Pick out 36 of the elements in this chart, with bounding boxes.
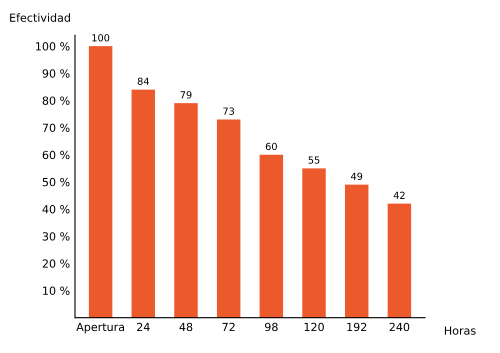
y-tick-label: 100 % bbox=[36, 42, 70, 51]
bar bbox=[174, 103, 198, 318]
data-label: 73 bbox=[223, 107, 234, 115]
y-tick-label: 10 % bbox=[43, 286, 70, 295]
x-tick-label: 98 bbox=[264, 322, 278, 332]
data-label: 42 bbox=[394, 192, 405, 199]
x-tick-label: 192 bbox=[347, 322, 366, 332]
data-label: 84 bbox=[138, 78, 149, 85]
y-tick-label: 90 % bbox=[42, 69, 70, 78]
y-tick-label: 80 % bbox=[42, 96, 70, 105]
x-axis-title: Horas bbox=[444, 326, 476, 335]
y-axis-title: Efectividad bbox=[10, 13, 70, 22]
bar bbox=[132, 90, 156, 318]
x-tick-label: 240 bbox=[390, 322, 410, 332]
bar bbox=[302, 168, 326, 318]
data-label: 100 bbox=[92, 34, 110, 42]
x-tick-label: 24 bbox=[137, 322, 150, 332]
bar bbox=[260, 154, 284, 318]
y-tick-label: 30 % bbox=[42, 232, 70, 241]
x-tick-label: 72 bbox=[222, 322, 235, 332]
data-label: 55 bbox=[308, 156, 320, 164]
y-tick-label: 50 % bbox=[42, 178, 70, 186]
bar bbox=[88, 46, 112, 318]
data-label: 60 bbox=[266, 142, 277, 150]
y-tick-label: 20 % bbox=[42, 259, 70, 268]
data-label: 49 bbox=[350, 172, 362, 180]
x-tick-label: Apertura bbox=[76, 322, 124, 334]
x-tick-label: 48 bbox=[179, 322, 192, 332]
data-label: 79 bbox=[180, 91, 192, 99]
x-tick-label: 120 bbox=[304, 322, 324, 332]
y-tick-label: 60 % bbox=[42, 150, 70, 160]
bar bbox=[344, 184, 368, 318]
bar bbox=[388, 204, 412, 318]
y-tick-label: 40 % bbox=[42, 205, 70, 214]
bar bbox=[216, 119, 240, 318]
y-tick-label: 70 % bbox=[42, 124, 70, 132]
